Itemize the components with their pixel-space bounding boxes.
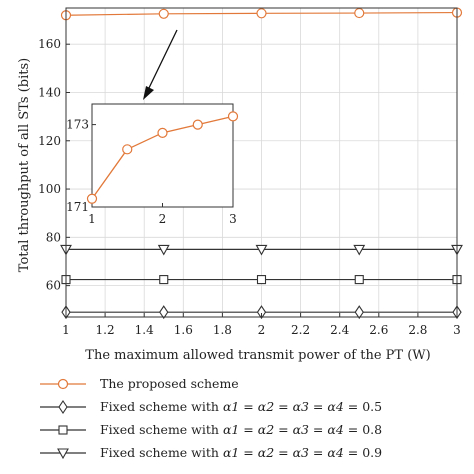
legend-text-part: Fixed scheme with	[100, 422, 223, 437]
legend-text-part: 0.8	[362, 422, 382, 437]
x-tick-label: 3	[453, 323, 461, 337]
x-tick-label: 2.6	[369, 323, 388, 337]
x-tick-label: 2.8	[408, 323, 427, 337]
y-tick-label: 60	[46, 279, 61, 293]
legend-marker	[57, 378, 69, 390]
y-axis-label: Total throughput of all STs (bits)	[17, 58, 32, 272]
legend-text-part: α1 = α2 = α3 = α4 =	[223, 399, 362, 414]
y-tick-label: 140	[38, 85, 61, 99]
zoom-inset: 1 2 3 171 173	[66, 103, 239, 226]
series-2-point	[256, 275, 267, 285]
x-tick-label: 1.8	[213, 323, 232, 337]
x-tick-label: 2.2	[291, 323, 310, 337]
zoom-arrow-shaft	[147, 29, 178, 91]
series-0-point	[256, 8, 267, 19]
legend-text-part: 0.9	[362, 445, 382, 460]
inset-point	[122, 144, 133, 155]
series-1-point	[354, 305, 364, 320]
legend-entry-3: Fixed scheme with α1 = α2 = α3 = α4 = 0.…	[100, 445, 382, 460]
legend-marker	[58, 400, 68, 414]
legend-text-part: α1 = α2 = α3 = α4 =	[223, 422, 362, 437]
series-1-point	[159, 305, 169, 320]
legend-entry-0: The proposed scheme	[100, 376, 239, 391]
legend-marker	[58, 425, 68, 435]
inset-x-tick-label: 1	[88, 212, 96, 226]
series-3-point	[157, 244, 170, 256]
axes: 1 1.2 1.4 1.6 1.8 2 2.2 2.4 2.6 2.8 3 60 80 100 120 140…	[38, 7, 461, 337]
x-tick-label: 1	[62, 323, 70, 337]
plot-frame	[65, 7, 458, 318]
x-axis-label: The maximum allowed transmit power of th…	[85, 348, 430, 363]
series-0-point	[158, 8, 169, 19]
legend-text-part: Fixed scheme with	[100, 445, 223, 460]
y-tick-label: 120	[38, 134, 61, 148]
inset-x-tick-label: 2	[159, 212, 167, 226]
legend-entry-2: Fixed scheme with α1 = α2 = α3 = α4 = 0.…	[100, 422, 382, 437]
series-3-point	[255, 244, 268, 256]
legend-text-part: The proposed scheme	[100, 376, 239, 391]
inset-y-tick-label: 173	[66, 118, 89, 132]
series-2-point	[354, 275, 364, 285]
y-tick-label: 80	[46, 230, 61, 244]
legend-text-part: Fixed scheme with	[100, 399, 223, 414]
series-2-point	[159, 275, 169, 285]
zoom-arrow	[143, 29, 178, 100]
x-tick-label: 1.2	[96, 323, 115, 337]
series-1-point	[256, 305, 267, 320]
inset-x-tick-label: 3	[229, 212, 237, 226]
series-3-point	[353, 244, 366, 256]
legend: The proposed scheme Fixed scheme with α1 …	[40, 376, 382, 460]
inset-y-tick-label: 171	[66, 200, 89, 214]
inset-point	[157, 127, 168, 138]
legend-marker	[57, 448, 69, 460]
y-tick-label: 160	[38, 37, 61, 51]
x-tick-label: 2.4	[330, 323, 349, 337]
y-tick-label: 100	[38, 182, 61, 196]
inset-point	[86, 193, 98, 204]
legend-text-part: 0.5	[362, 399, 382, 414]
data-series	[60, 7, 463, 320]
inset-frame	[91, 103, 234, 208]
x-tick-label: 1.4	[135, 323, 154, 337]
x-tick-label: 2	[258, 323, 266, 337]
series-0-point	[354, 7, 365, 19]
inset-point	[227, 111, 239, 122]
zoom-arrow-head	[143, 86, 154, 100]
x-tick-label: 1.6	[174, 323, 193, 337]
legend-text-part: α1 = α2 = α3 = α4 =	[223, 445, 362, 460]
legend-entry-1: Fixed scheme with α1 = α2 = α3 = α4 = 0.…	[100, 399, 382, 414]
inset-point	[192, 119, 203, 130]
